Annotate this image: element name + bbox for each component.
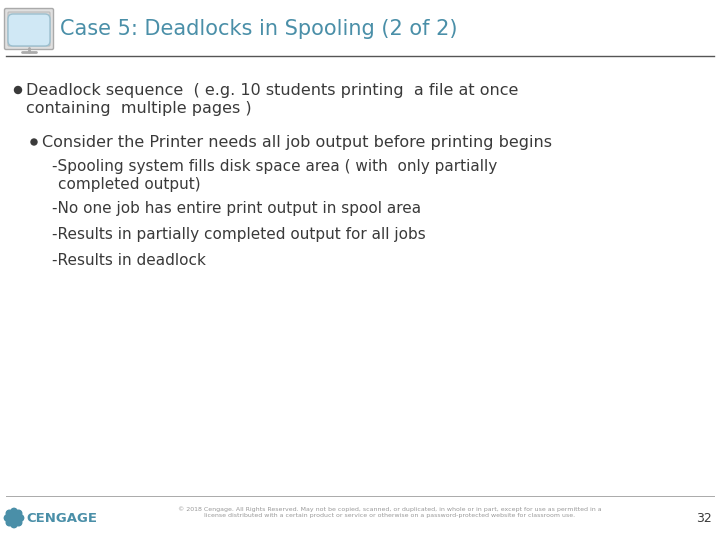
Circle shape	[17, 515, 24, 521]
Text: 32: 32	[696, 511, 712, 524]
Text: Deadlock sequence  ( e.g. 10 students printing  a file at once: Deadlock sequence ( e.g. 10 students pri…	[26, 83, 518, 98]
Text: -Spooling system fills disk space area ( with  only partially: -Spooling system fills disk space area (…	[52, 159, 498, 174]
Circle shape	[14, 86, 22, 93]
Text: -Results in partially completed output for all jobs: -Results in partially completed output f…	[52, 227, 426, 242]
Circle shape	[6, 519, 13, 526]
Circle shape	[4, 515, 11, 521]
Text: Consider the Printer needs all job output before printing begins: Consider the Printer needs all job outpu…	[42, 135, 552, 150]
Circle shape	[11, 515, 17, 522]
Circle shape	[11, 521, 17, 528]
Text: completed output): completed output)	[58, 177, 201, 192]
Circle shape	[31, 139, 37, 145]
Text: CENGAGE: CENGAGE	[26, 511, 97, 524]
Text: containing  multiple pages ): containing multiple pages )	[26, 101, 251, 116]
Circle shape	[11, 508, 17, 515]
Circle shape	[6, 510, 13, 517]
FancyBboxPatch shape	[8, 14, 50, 46]
Circle shape	[15, 510, 22, 517]
Circle shape	[15, 519, 22, 526]
Text: -Results in deadlock: -Results in deadlock	[52, 253, 206, 268]
Text: © 2018 Cengage. All Rights Reserved. May not be copied, scanned, or duplicated, : © 2018 Cengage. All Rights Reserved. May…	[178, 507, 602, 518]
Text: Case 5: Deadlocks in Spooling (2 of 2): Case 5: Deadlocks in Spooling (2 of 2)	[60, 19, 457, 39]
Text: -No one job has entire print output in spool area: -No one job has entire print output in s…	[52, 201, 421, 216]
FancyBboxPatch shape	[8, 12, 50, 46]
FancyBboxPatch shape	[4, 9, 53, 50]
